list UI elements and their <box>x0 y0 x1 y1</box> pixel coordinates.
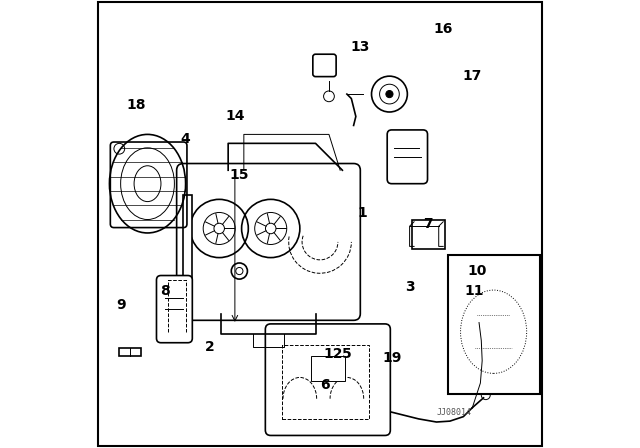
Text: 16: 16 <box>433 22 453 36</box>
Text: JJ08014: JJ08014 <box>437 408 472 417</box>
FancyBboxPatch shape <box>177 164 360 320</box>
FancyBboxPatch shape <box>157 276 192 343</box>
Text: 10: 10 <box>467 264 486 278</box>
Bar <box>311 356 344 381</box>
Text: 1: 1 <box>358 206 367 220</box>
Text: 19: 19 <box>382 351 401 366</box>
Text: 12: 12 <box>324 347 343 361</box>
Text: 2: 2 <box>205 340 215 354</box>
Text: 15: 15 <box>230 168 249 182</box>
FancyBboxPatch shape <box>313 54 336 77</box>
Text: 14: 14 <box>225 109 244 124</box>
Bar <box>282 345 369 419</box>
Bar <box>448 255 540 394</box>
Bar <box>119 348 141 356</box>
Text: 4: 4 <box>180 132 191 146</box>
Text: 8: 8 <box>161 284 170 298</box>
FancyBboxPatch shape <box>412 220 445 249</box>
Text: 5: 5 <box>342 347 352 361</box>
Text: 17: 17 <box>463 69 482 83</box>
Text: 7: 7 <box>422 217 433 231</box>
FancyBboxPatch shape <box>387 130 428 184</box>
Circle shape <box>386 90 393 98</box>
Text: 9: 9 <box>116 297 125 312</box>
Text: 18: 18 <box>127 98 146 112</box>
Bar <box>184 195 193 289</box>
FancyBboxPatch shape <box>266 324 390 435</box>
Text: 13: 13 <box>351 40 370 54</box>
Text: 3: 3 <box>404 280 415 294</box>
Text: 11: 11 <box>465 284 484 298</box>
Text: 6: 6 <box>319 378 330 392</box>
